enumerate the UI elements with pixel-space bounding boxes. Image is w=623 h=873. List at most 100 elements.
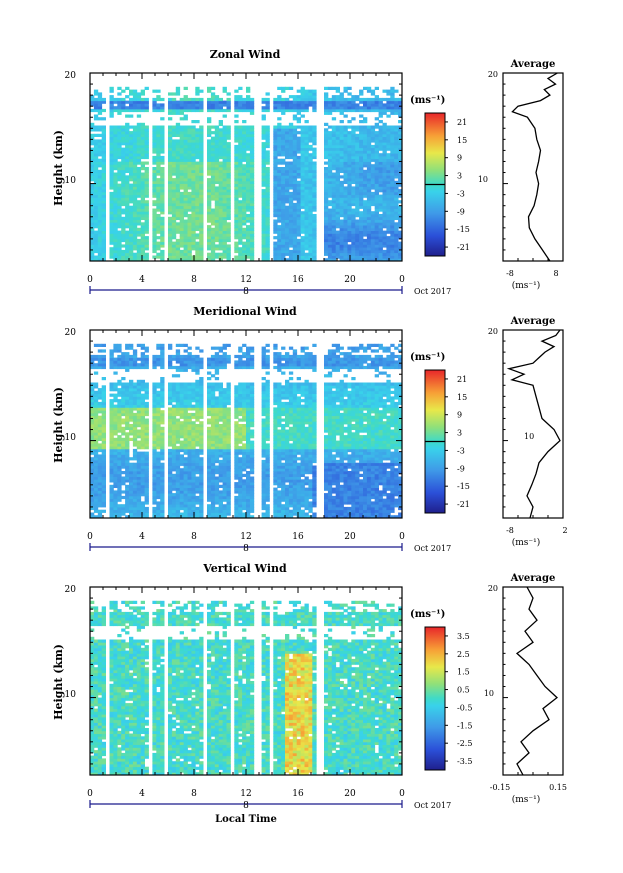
heatmap-cell [101,225,106,229]
heatmap-cell [355,194,360,198]
heatmap-cell [238,222,243,226]
heatmap-cell [93,462,99,466]
heatmap-cell [156,136,161,140]
heatmap-cell [300,252,305,256]
heatmap-cell [160,241,165,245]
heatmap-cell [273,164,278,168]
heatmap-cell [195,255,200,259]
colorbar-tick-label: -9 [457,207,465,216]
heatmap-cell [273,97,278,102]
heatmap-cell [249,169,255,173]
heatmap-cell [327,233,333,237]
heatmap-cell [199,216,204,220]
heatmap-cell [347,252,352,256]
heatmap-cell [183,86,188,90]
heatmap-cell [347,216,352,220]
heatmap-cell [277,214,282,218]
heatmap-cell [113,432,118,436]
heatmap-cell [136,432,142,436]
heatmap-cell [156,354,161,359]
heatmap-cell [226,189,231,193]
heatmap-cell [125,186,130,190]
heatmap-cell [273,200,278,204]
heatmap-cell [355,106,360,110]
heatmap-cell [101,410,106,414]
heatmap-cell [90,169,95,173]
heatmap-cell [90,404,95,408]
heatmap-cell [300,86,305,90]
heatmap-cell [214,211,220,215]
heatmap-cell [156,473,161,477]
heatmap-cell [129,354,134,359]
heatmap-cell [160,205,165,209]
heatmap-cell [374,169,379,173]
heatmap-cell [156,396,161,400]
heatmap-cell [370,106,376,110]
heatmap-cell [160,230,165,234]
heatmap-cell [378,238,383,243]
heatmap-cell [292,164,298,168]
heatmap-cell [214,202,220,207]
heatmap-cell [152,225,157,229]
heatmap-cell [242,153,247,157]
heatmap-cell [121,506,126,511]
heatmap-cell [370,194,376,198]
heatmap-cell [171,459,177,464]
heatmap-cell [398,255,403,259]
heatmap-cell [152,365,157,370]
heatmap-cell [390,205,395,209]
heatmap-cell [394,147,399,151]
heatmap-cell [378,139,383,143]
heatmap-cell [152,482,157,486]
heatmap-cell [285,183,290,187]
heatmap-cell [171,390,177,394]
heatmap-cell [168,139,173,143]
heatmap-cell [168,216,173,220]
heatmap-cell [351,230,356,234]
heatmap-cell [171,241,177,245]
heatmap-cell [117,197,122,201]
heatmap-cell [292,233,298,237]
heatmap-cell [261,97,266,102]
heatmap-cell [152,202,157,207]
heatmap-cell [390,169,395,173]
heatmap-cell [152,161,157,165]
heatmap-cell [292,155,298,160]
heatmap-cell [312,103,317,107]
heatmap-cells-meridional [90,343,403,519]
heatmap-cell [246,230,251,234]
heatmap-cell [90,390,95,394]
heatmap-cell [160,219,165,223]
heatmap-cell [304,100,309,104]
heatmap-cell [351,186,356,190]
heatmap-cell [90,504,95,508]
heatmap-cell [109,139,114,143]
heatmap-cell [394,216,399,220]
heatmap-cell [121,222,126,226]
heatmap-cell [339,219,344,223]
heatmap-cell [175,482,181,486]
heatmap-cell [394,100,399,104]
heatmap-cell [121,490,126,494]
heatmap-cell [246,108,251,113]
heatmap-cell [331,202,337,207]
heatmap-cell [355,247,360,251]
heatmap-cell [312,108,317,113]
heatmap-cell [136,487,142,491]
heatmap-cell [218,208,223,212]
month-label-zonal: Oct 2017 [414,287,451,296]
heatmap-cell [304,208,309,212]
heatmap-cell [129,407,134,411]
heatmap-cell [117,473,122,477]
panel-meridional: Meridional Wind Height (km) 10 20 0 4 8 … [52,305,568,554]
heatmap-cell [312,172,317,176]
heatmap-cell [351,147,356,151]
heatmap-cell [97,390,103,394]
heatmap-cell [144,247,149,251]
heatmap-cell [136,153,142,157]
heatmap-cell [281,125,286,129]
heatmap-cell [335,252,340,256]
heatmap-cell [175,222,181,226]
heatmap-cell [129,114,134,118]
heatmap-cell [265,230,270,234]
